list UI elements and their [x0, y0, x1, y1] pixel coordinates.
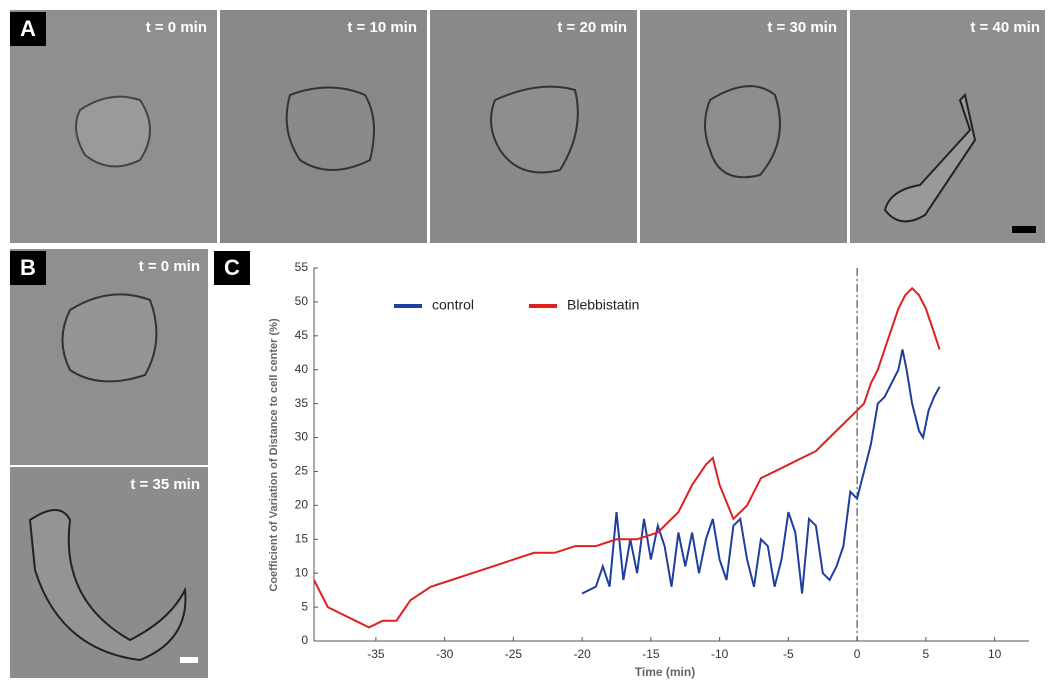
- x-tick-label: -5: [783, 647, 794, 661]
- time-label: t = 0 min: [146, 19, 207, 36]
- micrograph: [850, 10, 1045, 243]
- panel-a-images: [10, 10, 1045, 243]
- y-tick-label: 55: [295, 260, 309, 274]
- x-tick-label: 0: [854, 647, 861, 661]
- x-tick-label: -25: [505, 647, 523, 661]
- panel-label: C: [224, 255, 240, 280]
- y-tick-label: 20: [295, 498, 309, 512]
- panel-label: A: [20, 16, 36, 41]
- y-tick-label: 45: [295, 328, 309, 342]
- y-tick-label: 15: [295, 531, 309, 545]
- x-tick-label: -30: [436, 647, 454, 661]
- y-axis-label: Coefficient of Variation of Distance to …: [268, 318, 280, 592]
- time-label: t = 0 min: [139, 258, 200, 275]
- x-tick-label: 5: [923, 647, 930, 661]
- legend-label: control: [432, 297, 474, 313]
- x-tick-label: -10: [711, 647, 729, 661]
- panel-label: B: [20, 255, 36, 280]
- cell: [285, 86, 375, 171]
- panel-label-box: [214, 251, 250, 285]
- scale-bar: [180, 657, 198, 663]
- x-tick-label: 10: [988, 647, 1002, 661]
- x-tick-label: -35: [367, 647, 385, 661]
- x-axis-label: Time (min): [635, 665, 695, 679]
- x-tick-label: -20: [573, 647, 591, 661]
- y-tick-label: 40: [295, 362, 309, 376]
- time-label: t = 20 min: [557, 19, 627, 36]
- cell: [883, 93, 977, 223]
- panel-label-box: [10, 12, 46, 46]
- cell: [704, 85, 781, 179]
- y-tick-label: 25: [295, 464, 309, 478]
- y-tick-label: 30: [295, 430, 309, 444]
- series-line: [581, 349, 941, 595]
- y-tick-label: 5: [301, 599, 308, 613]
- x-tick-label: -15: [642, 647, 660, 661]
- time-label: t = 35 min: [130, 476, 200, 493]
- y-tick-label: 50: [295, 294, 309, 308]
- cell: [28, 509, 187, 662]
- scale-bar: [1012, 226, 1036, 233]
- time-label: t = 30 min: [767, 19, 837, 36]
- cell: [75, 95, 151, 168]
- y-tick-label: 10: [295, 565, 309, 579]
- panel-b-images: [10, 249, 250, 678]
- series-line: [313, 286, 941, 629]
- panel-label-box: [10, 251, 46, 285]
- legend-label: Blebbistatin: [567, 297, 639, 313]
- cell: [490, 85, 579, 174]
- cell: [61, 293, 158, 383]
- y-tick-label: 35: [295, 396, 309, 410]
- y-tick-label: 0: [301, 633, 308, 647]
- time-label: t = 10 min: [347, 19, 417, 36]
- time-label: t = 40 min: [970, 19, 1040, 36]
